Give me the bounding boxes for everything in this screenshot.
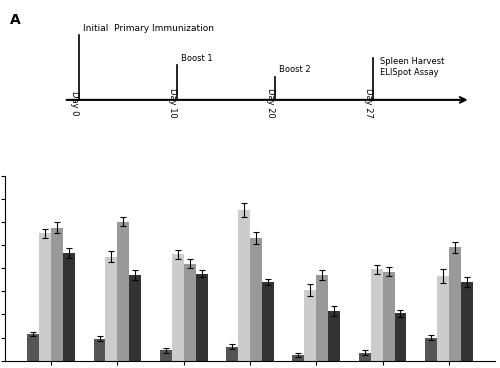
Bar [316, 275, 328, 361]
Text: Day 0: Day 0 [70, 91, 78, 116]
Bar [461, 282, 472, 361]
Bar [250, 238, 262, 361]
Text: Initial  Primary Immunization: Initial Primary Immunization [84, 24, 214, 33]
Bar [425, 337, 437, 361]
Bar [130, 275, 141, 361]
Bar [226, 347, 238, 361]
Bar [106, 256, 118, 361]
Bar [382, 272, 394, 361]
Text: Boost 1: Boost 1 [182, 54, 213, 63]
Bar [63, 253, 75, 361]
Text: Boost 2: Boost 2 [280, 66, 311, 74]
Bar [184, 263, 196, 361]
Bar [118, 222, 130, 361]
Text: A: A [10, 13, 20, 27]
Bar [196, 274, 207, 361]
Bar [238, 210, 250, 361]
Bar [292, 355, 304, 361]
Bar [328, 311, 340, 361]
Text: Day 20: Day 20 [266, 88, 274, 118]
Bar [94, 339, 106, 361]
Bar [160, 350, 172, 361]
Bar [172, 254, 184, 361]
Bar [437, 276, 449, 361]
Text: Day 27: Day 27 [364, 88, 372, 118]
Text: Spleen Harvest
ELISpot Assay: Spleen Harvest ELISpot Assay [380, 57, 444, 77]
Bar [304, 290, 316, 361]
Bar [358, 353, 370, 361]
Bar [262, 282, 274, 361]
Bar [449, 247, 461, 361]
Bar [28, 334, 39, 361]
Bar [370, 269, 382, 361]
Bar [39, 233, 51, 361]
Text: Day 10: Day 10 [168, 88, 176, 118]
Bar [394, 313, 406, 361]
Bar [51, 228, 63, 361]
